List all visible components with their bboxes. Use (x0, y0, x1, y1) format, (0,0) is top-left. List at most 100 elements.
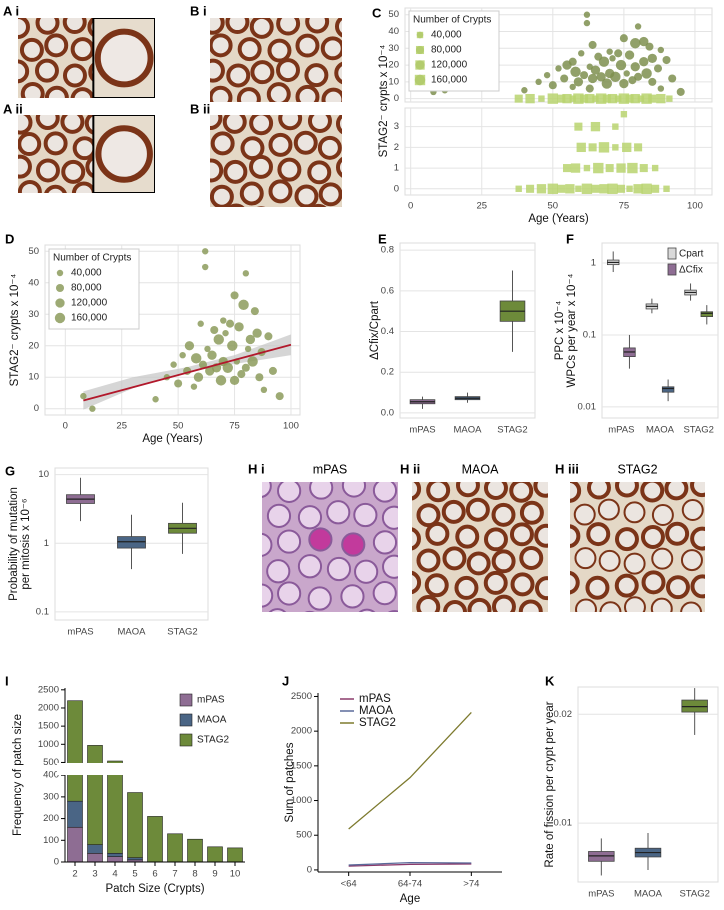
crypt (587, 624, 607, 644)
crypt (465, 497, 490, 522)
point (268, 366, 277, 375)
x-category-label: 5 (132, 869, 137, 880)
point (620, 111, 628, 118)
point (578, 50, 585, 57)
crypt (9, 209, 29, 229)
point (562, 164, 572, 173)
legend-swatch (56, 269, 64, 277)
legend-title: Number of Crypts (413, 15, 491, 26)
x-tick-label: 50 (173, 421, 184, 432)
crypt (276, 529, 302, 554)
x-category-label: STAG2 (683, 425, 713, 436)
crypt (183, 181, 203, 201)
crypt (38, 210, 58, 230)
crypt (346, 136, 366, 156)
bar-segment (127, 792, 143, 858)
box-body (661, 386, 675, 393)
point (595, 93, 607, 104)
crypt (210, 184, 234, 207)
crypt (307, 115, 332, 134)
y-axis-label: Frequency of patch size (12, 714, 24, 836)
bar-segment (87, 745, 103, 845)
y-tick-label: 2000 (291, 726, 312, 737)
crypt (43, 131, 68, 156)
crypt (326, 556, 352, 582)
crypt (441, 499, 466, 524)
point (538, 95, 545, 102)
bar-segment (227, 847, 243, 863)
point (557, 94, 566, 103)
fit-line (83, 343, 292, 402)
point (247, 356, 258, 367)
point (548, 81, 557, 90)
point (184, 341, 195, 351)
point (573, 93, 584, 104)
crypt (158, 184, 178, 204)
crypt (509, 522, 534, 547)
y-tick-label: 2500 (291, 691, 312, 702)
crypt (60, 115, 85, 134)
crypt (570, 524, 581, 549)
point (275, 392, 284, 401)
crypt (466, 551, 491, 576)
crypt (573, 503, 596, 526)
point (220, 317, 227, 324)
crypt (416, 594, 441, 612)
crypt (616, 621, 636, 641)
crypt (297, 554, 323, 579)
crypt (334, 61, 342, 85)
point (591, 184, 600, 193)
point (590, 121, 601, 132)
panel-label: J (282, 673, 289, 688)
point (210, 325, 219, 335)
y-tick-label: 0.2 (381, 367, 394, 378)
point (593, 162, 604, 174)
crypt (412, 570, 422, 595)
point (596, 72, 606, 82)
point (602, 94, 611, 103)
crypt (641, 570, 666, 595)
point (633, 184, 643, 194)
x-axis-label: Patch Size (Crypts) (105, 883, 204, 895)
x-category-label: MAOA (634, 889, 663, 900)
point (647, 53, 657, 64)
crypt (562, 622, 582, 642)
crypt (170, 207, 190, 227)
x-tick-label: 100 (687, 201, 703, 212)
point (234, 322, 244, 332)
crypt (614, 482, 639, 498)
point (562, 93, 572, 104)
point (576, 142, 586, 153)
bar-segment (187, 838, 203, 863)
crypt (34, 58, 59, 83)
legend-label: 120,000 (431, 60, 468, 71)
crypt (159, 90, 179, 110)
y-tick-label: 400 (43, 770, 59, 781)
point (630, 38, 641, 49)
crypt (358, 608, 376, 612)
legend-label: mPAS (197, 695, 225, 706)
point (260, 386, 268, 394)
crypt (334, 18, 342, 38)
crypt (551, 553, 571, 573)
point (639, 36, 649, 47)
crypt (455, 482, 480, 498)
crypt (70, 87, 95, 98)
crypt (664, 482, 689, 501)
y-tick-label: 0 (307, 864, 312, 875)
crypt (650, 597, 673, 612)
crypt (425, 521, 450, 546)
point (190, 383, 198, 390)
crypt (597, 498, 620, 521)
legend-label: MAOA (359, 705, 393, 717)
point (676, 87, 685, 96)
legend-swatch (179, 693, 193, 707)
point (264, 332, 273, 341)
bar-segment (207, 846, 223, 863)
crypt (304, 610, 315, 612)
crypt (335, 115, 342, 135)
point (599, 184, 609, 194)
y-axis-label: Sum of patches (284, 742, 296, 822)
point (606, 48, 613, 55)
crypt (454, 575, 479, 600)
